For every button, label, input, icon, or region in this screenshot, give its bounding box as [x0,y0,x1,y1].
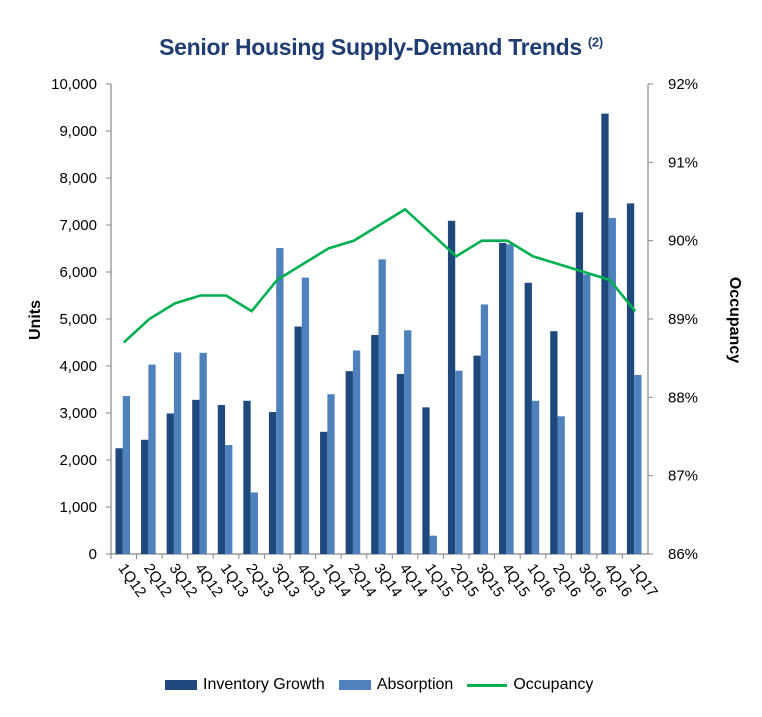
y2-tick-label: 86% [668,546,698,563]
bar-absorption [480,304,489,554]
y2-tick-label: 88% [668,389,698,406]
bar-inventory-growth [575,212,584,554]
y2-tick-label: 92% [668,76,698,93]
bar-inventory-growth [294,326,302,554]
y-tick-label: 0 [89,546,97,563]
bar-absorption [429,535,437,554]
y-tick-label: 3,000 [59,405,97,422]
y-tick-label: 8,000 [59,170,97,187]
y-tick-label: 9,000 [59,123,97,140]
bar-inventory-growth [345,371,353,554]
y2-axis-title: Occupancy [726,277,743,363]
y-tick-label: 6,000 [59,264,97,281]
chart-title: Senior Housing Supply-Demand Trends (2) [159,34,603,60]
y-tick-label: 4,000 [59,358,97,375]
bar-inventory-growth [115,448,123,554]
bar-absorption [173,352,182,554]
bar-absorption [634,374,642,554]
bar-inventory-growth [550,331,558,554]
bar-inventory-growth [268,412,277,554]
bar-absorption [276,248,284,554]
bar-absorption [404,330,412,554]
bar-inventory-growth [396,373,405,554]
y2-tick-label: 89% [668,311,698,328]
bar-absorption [250,492,258,554]
y-tick-label: 10,000 [51,76,97,93]
bar-absorption [199,352,207,554]
y-axis-title: Units [27,300,44,340]
bar-inventory-growth [499,242,507,555]
y2-tick-label: 90% [668,233,698,250]
legend-item-absorption: Absorption [338,676,453,694]
bar-inventory-growth [447,220,456,554]
bar-absorption [506,244,514,554]
bar-inventory-growth [473,355,481,554]
y2-tick-label: 87% [668,468,698,485]
y2-tick-label: 91% [668,154,698,171]
bar-absorption [583,274,591,554]
bar-absorption [557,416,565,554]
bar-inventory-growth [243,400,251,554]
y-tick-label: 7,000 [59,217,97,234]
x-tick-label: 1Q17 [626,561,661,601]
bar-inventory-growth [166,413,174,554]
bar-absorption [352,350,361,554]
bar-inventory-growth [320,431,328,554]
y-tick-label: 1,000 [59,499,97,516]
bar-inventory-growth [217,405,226,554]
bar-absorption [531,400,540,554]
bar-inventory-growth [524,282,532,554]
bar-absorption [455,370,463,554]
bar-absorption [122,396,131,554]
legend-item-inventory: Inventory Growth [165,676,325,694]
bar-absorption [301,277,310,554]
bar-inventory-growth [626,203,635,554]
bar-absorption [608,217,616,554]
bar-inventory-growth [601,113,609,555]
legend-item-occupancy: Occupancy [467,676,593,694]
bar-absorption [378,259,386,554]
legend: Inventory Growth Absorption Occupancy [165,676,593,694]
bar-inventory-growth [371,334,379,554]
bar-inventory-growth [192,399,200,554]
bar-absorption [327,394,335,554]
bar-inventory-growth [422,407,430,554]
bar-absorption [225,444,233,554]
bar-inventory-growth [141,439,149,554]
y-tick-label: 5,000 [59,311,97,328]
y-tick-label: 2,000 [59,452,97,469]
bar-absorption [148,364,156,554]
